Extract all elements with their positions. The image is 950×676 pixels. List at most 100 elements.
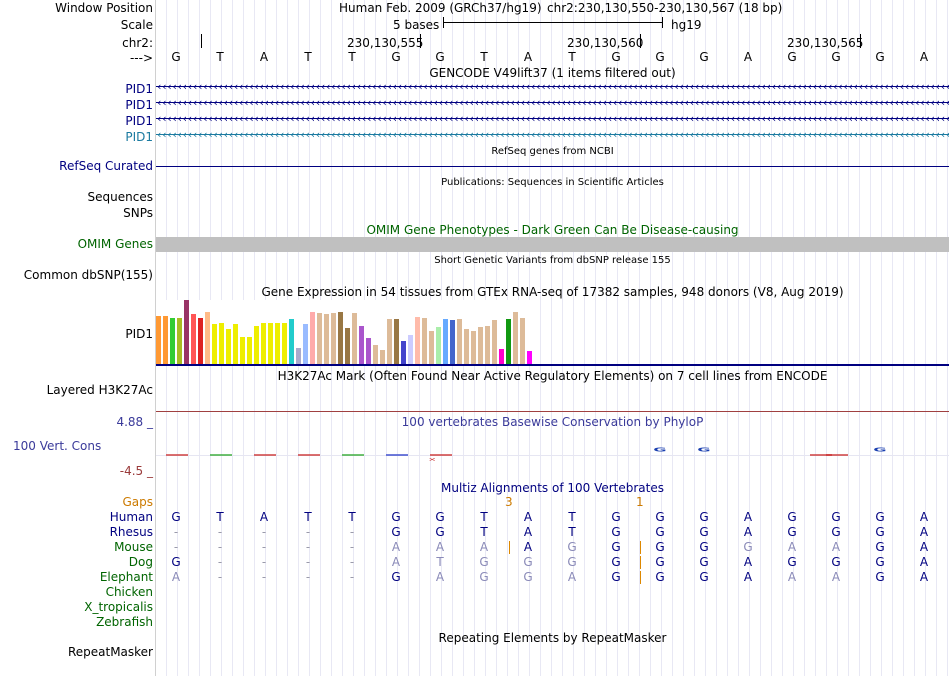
- gtex-tissue-bar[interactable]: [233, 324, 238, 364]
- gtex-tissue-bar[interactable]: [170, 318, 175, 364]
- species-label[interactable]: Rhesus: [109, 525, 153, 539]
- gtex-tissue-bar[interactable]: [478, 327, 483, 364]
- omim-label[interactable]: OMIM Genes: [77, 237, 153, 251]
- gtex-tissue-bar[interactable]: [450, 320, 455, 364]
- gtex-tissue-bar[interactable]: [380, 350, 385, 364]
- aligned-base: G: [655, 570, 665, 584]
- gtex-tissue-bar[interactable]: [156, 316, 161, 364]
- gtex-tissue-bar[interactable]: [317, 313, 322, 364]
- gtex-tissue-bar[interactable]: [422, 318, 427, 364]
- gtex-tissue-bar[interactable]: [191, 314, 196, 364]
- gtex-tissue-bar[interactable]: [261, 323, 266, 364]
- aligned-base: -: [217, 555, 223, 569]
- gtex-tissue-bar[interactable]: [338, 312, 343, 364]
- gtex-tissue-bar[interactable]: [457, 319, 462, 364]
- aligned-base: G: [523, 570, 533, 584]
- gtex-tissue-bar[interactable]: [429, 331, 434, 364]
- species-label[interactable]: Elephant: [99, 570, 153, 584]
- gtex-tissue-bar[interactable]: [527, 351, 532, 364]
- gtex-tissue-bar[interactable]: [366, 338, 371, 364]
- multiz-title: Multiz Alignments of 100 Vertebrates: [440, 481, 665, 495]
- aligned-base: G: [875, 510, 885, 524]
- species-label[interactable]: Dog: [128, 555, 153, 569]
- aligned-base: -: [261, 555, 267, 569]
- gencode-transcript-label[interactable]: PID1: [125, 114, 153, 128]
- gtex-tissue-bar[interactable]: [226, 329, 231, 364]
- gtex-tissue-bar[interactable]: [513, 312, 518, 364]
- gencode-transcript[interactable]: ‹‹‹‹‹‹‹‹‹‹‹‹‹‹‹‹‹‹‹‹‹‹‹‹‹‹‹‹‹‹‹‹‹‹‹‹‹‹‹‹…: [156, 98, 949, 108]
- gtex-tissue-bar[interactable]: [387, 319, 392, 364]
- publications-snps-label[interactable]: SNPs: [123, 206, 153, 220]
- gencode-transcript-label[interactable]: PID1: [125, 82, 153, 96]
- gtex-bar-chart[interactable]: [156, 300, 536, 364]
- gtex-tissue-bar[interactable]: [464, 329, 469, 364]
- species-label[interactable]: Mouse: [114, 540, 153, 554]
- gtex-tissue-bar[interactable]: [324, 314, 329, 364]
- aligned-base: -: [305, 555, 311, 569]
- gtex-tissue-bar[interactable]: [352, 313, 357, 364]
- gtex-tissue-bar[interactable]: [275, 323, 280, 364]
- species-label[interactable]: X_tropicalis: [84, 600, 153, 614]
- gtex-tissue-bar[interactable]: [492, 320, 497, 364]
- gtex-tissue-bar[interactable]: [268, 323, 273, 364]
- gtex-tissue-bar[interactable]: [415, 317, 420, 364]
- gtex-tissue-bar[interactable]: [310, 312, 315, 364]
- gtex-tissue-bar[interactable]: [506, 319, 511, 364]
- gtex-tissue-bar[interactable]: [254, 326, 259, 364]
- gtex-tissue-bar[interactable]: [331, 313, 336, 364]
- species-label[interactable]: Chicken: [105, 585, 153, 599]
- grid-line: [914, 0, 915, 676]
- gtex-tissue-bar[interactable]: [499, 349, 504, 364]
- gtex-tissue-bar[interactable]: [373, 345, 378, 364]
- aligned-base: G: [655, 540, 665, 554]
- gtex-tissue-bar[interactable]: [345, 328, 350, 364]
- gtex-tissue-bar[interactable]: [247, 337, 252, 364]
- species-label[interactable]: Zebrafish: [96, 615, 153, 629]
- gtex-tissue-bar[interactable]: [205, 312, 210, 364]
- gtex-tissue-bar[interactable]: [177, 318, 182, 364]
- gtex-tissue-bar[interactable]: [408, 335, 413, 364]
- gencode-transcript-label[interactable]: PID1: [125, 130, 153, 144]
- gtex-tissue-bar[interactable]: [184, 300, 189, 364]
- aligned-base: G: [391, 525, 401, 539]
- gtex-tissue-bar[interactable]: [282, 323, 287, 364]
- h3k27ac-label[interactable]: Layered H3K27Ac: [46, 383, 153, 397]
- publications-sequences-label[interactable]: Sequences: [87, 190, 153, 204]
- gtex-tissue-bar[interactable]: [240, 337, 245, 364]
- gencode-transcript[interactable]: ‹‹‹‹‹‹‹‹‹‹‹‹‹‹‹‹‹‹‹‹‹‹‹‹‹‹‹‹‹‹‹‹‹‹‹‹‹‹‹‹…: [156, 114, 949, 124]
- assembly-link[interactable]: Human Feb. 2009 (GRCh37/hg19): [339, 1, 542, 15]
- grid-line: [562, 0, 563, 676]
- aligned-base: G: [787, 555, 797, 569]
- gtex-tissue-bar[interactable]: [520, 318, 525, 364]
- gencode-transcript-label[interactable]: PID1: [125, 98, 153, 112]
- gtex-tissue-bar[interactable]: [485, 326, 490, 364]
- gaps-label: Gaps: [122, 495, 153, 509]
- phylop-score-mark: [430, 454, 452, 456]
- gtex-tissue-bar[interactable]: [296, 348, 301, 364]
- gencode-transcript[interactable]: ‹‹‹‹‹‹‹‹‹‹‹‹‹‹‹‹‹‹‹‹‹‹‹‹‹‹‹‹‹‹‹‹‹‹‹‹‹‹‹‹…: [156, 82, 949, 92]
- gtex-tissue-bar[interactable]: [443, 319, 448, 364]
- gtex-tissue-bar[interactable]: [289, 319, 294, 364]
- gtex-tissue-bar[interactable]: [212, 324, 217, 364]
- gencode-transcript[interactable]: ‹‹‹‹‹‹‹‹‹‹‹‹‹‹‹‹‹‹‹‹‹‹‹‹‹‹‹‹‹‹‹‹‹‹‹‹‹‹‹‹…: [156, 130, 949, 140]
- gtex-tissue-bar[interactable]: [401, 341, 406, 364]
- gtex-tissue-bar[interactable]: [198, 318, 203, 364]
- refseq-label[interactable]: RefSeq Curated: [59, 159, 153, 173]
- gtex-tissue-bar[interactable]: [394, 319, 399, 364]
- gtex-tissue-bar[interactable]: [303, 324, 308, 364]
- species-label[interactable]: Human: [109, 510, 153, 524]
- dbsnp-label[interactable]: Common dbSNP(155): [23, 268, 153, 282]
- phylop-label[interactable]: 100 Vert. Cons: [13, 439, 102, 453]
- gtex-tissue-bar[interactable]: [436, 327, 441, 364]
- gtex-tissue-bar[interactable]: [163, 316, 168, 364]
- aligned-base: A: [171, 570, 181, 584]
- gtex-label[interactable]: PID1: [125, 327, 153, 341]
- repeatmasker-label[interactable]: RepeatMasker: [67, 645, 153, 659]
- phylop-min: -4.5 _: [119, 464, 153, 478]
- gtex-tissue-bar[interactable]: [359, 326, 364, 364]
- gtex-tissue-bar[interactable]: [471, 331, 476, 364]
- grid-line: [782, 0, 783, 676]
- omim-bar[interactable]: [156, 237, 949, 252]
- gtex-tissue-bar[interactable]: [219, 323, 224, 364]
- grid-line: [672, 0, 673, 676]
